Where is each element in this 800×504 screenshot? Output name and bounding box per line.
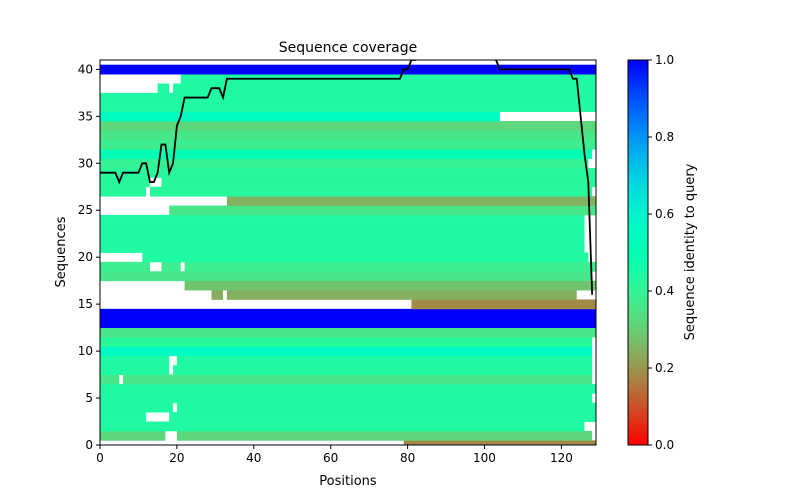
- x-tick-label: 40: [246, 451, 261, 465]
- coverage-cell: [100, 224, 585, 235]
- coverage-cell: [100, 214, 585, 225]
- coverage-cell: [100, 149, 593, 159]
- coverage-cell: [100, 346, 593, 357]
- y-tick-label: 10: [78, 344, 93, 358]
- chart-title: Sequence coverage: [279, 40, 418, 56]
- x-tick-label: 0: [96, 451, 104, 465]
- coverage-cell: [176, 402, 596, 413]
- coverage-cell: [100, 167, 596, 178]
- y-axis-label: Sequences: [54, 216, 69, 287]
- colorbar-label: Sequence identity to query: [683, 163, 698, 340]
- coverage-cell: [173, 83, 596, 94]
- coverage-cell: [100, 393, 593, 404]
- coverage-cell: [161, 177, 596, 188]
- coverage-cell: [100, 421, 585, 432]
- coverage-cell: [100, 355, 170, 366]
- coverage-cell: [226, 196, 596, 206]
- coverage-cell: [100, 64, 596, 75]
- coverage-cell: [100, 261, 150, 272]
- coverage-cell: [100, 243, 585, 253]
- coverage-cell: [184, 280, 596, 291]
- coverage-cell: [100, 102, 596, 113]
- y-tick-label: 30: [78, 156, 93, 170]
- coverage-cell: [142, 252, 589, 263]
- coverage-cell: [161, 261, 181, 272]
- coverage-cell: [100, 177, 150, 188]
- x-tick-label: 60: [323, 451, 338, 465]
- coverage-cell: [100, 337, 593, 347]
- coverage-cell: [100, 158, 589, 169]
- colorbar-tick-label: 0.8: [655, 130, 674, 144]
- x-tick-label: 120: [550, 451, 573, 465]
- coverage-cell: [100, 139, 596, 150]
- coverage-cell: [100, 111, 500, 122]
- coverage-line: [100, 60, 594, 295]
- colorbar-tick-label: 0.2: [655, 361, 674, 375]
- coverage-cell: [149, 186, 593, 197]
- y-tick-label: 35: [78, 109, 93, 123]
- coverage-cell: [176, 430, 593, 441]
- coverage-cell: [100, 412, 147, 422]
- colorbar-tick-label: 1.0: [655, 53, 674, 67]
- coverage-cell: [403, 440, 596, 445]
- y-tick-label: 5: [85, 391, 93, 405]
- y-tick-label: 40: [78, 62, 93, 76]
- coverage-cell: [184, 261, 596, 272]
- x-tick-label: 100: [473, 451, 496, 465]
- coverage-cell: [100, 365, 170, 375]
- colorbar-tick-label: 0.0: [655, 438, 674, 452]
- coverage-cell: [157, 83, 170, 94]
- coverage-cell: [100, 318, 596, 329]
- coverage-cell: [100, 186, 147, 197]
- y-tick-label: 15: [78, 297, 93, 311]
- plot-frame: [99, 59, 597, 446]
- coverage-cell: [411, 299, 596, 310]
- y-tick-label: 25: [78, 203, 93, 217]
- coverage-cell: [169, 205, 596, 216]
- coverage-cell: [100, 430, 166, 441]
- x-tick-label: 20: [169, 451, 184, 465]
- coverage-cell: [100, 233, 585, 244]
- colorbar-tick-label: 0.6: [655, 207, 674, 221]
- coverage-cell: [169, 412, 596, 422]
- coverage-cell: [100, 130, 596, 141]
- coverage-cell: [100, 374, 120, 385]
- coverage-cell: [176, 355, 593, 366]
- colorbar: [627, 59, 649, 446]
- y-tick-label: 0: [85, 438, 93, 452]
- coverage-cell: [100, 271, 593, 282]
- coverage-cell: [226, 290, 577, 300]
- x-tick-label: 80: [400, 451, 415, 465]
- coverage-cell: [100, 327, 596, 338]
- colorbar-tick-label: 0.4: [655, 284, 674, 298]
- coverage-cell: [100, 121, 596, 131]
- coverage-cell: [100, 92, 596, 103]
- y-tick-label: 20: [78, 250, 93, 264]
- coverage-cell: [100, 383, 596, 394]
- coverage-cell: [123, 374, 593, 385]
- coverage-cell: [211, 290, 224, 300]
- coverage-cell: [100, 402, 174, 413]
- x-axis-label: Positions: [319, 474, 377, 489]
- coverage-cell: [100, 308, 596, 319]
- coverage-cell: [173, 365, 593, 375]
